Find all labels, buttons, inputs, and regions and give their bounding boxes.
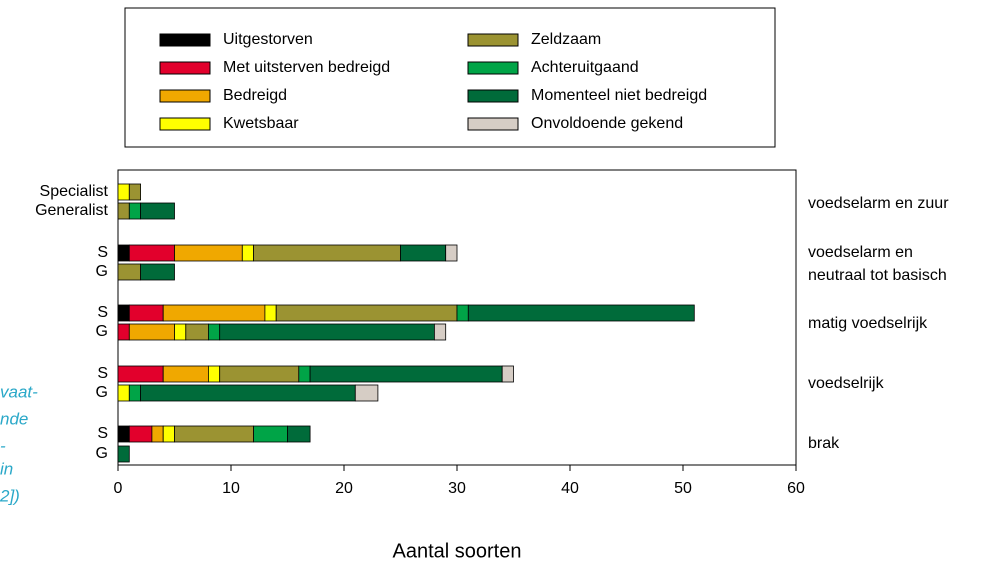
group-label: neutraal tot basisch	[808, 267, 947, 284]
legend-swatch	[159, 61, 211, 75]
bar-segment	[117, 183, 130, 201]
bar-segment	[174, 323, 187, 341]
legend-swatch	[467, 33, 519, 47]
x-tick-label: 10	[222, 480, 240, 497]
bar-segment	[162, 425, 175, 443]
x-axis-title: Aantal soorten	[393, 540, 522, 562]
y-tick-label: S	[97, 365, 108, 382]
legend-swatch	[467, 61, 519, 75]
bar-segment	[117, 304, 130, 322]
x-tick-label: 40	[561, 480, 579, 497]
y-tick-label: Generalist	[35, 202, 108, 219]
bar-segment	[264, 304, 277, 322]
bar-segment	[467, 304, 695, 322]
bar-segment	[117, 323, 130, 341]
bar-segment	[253, 244, 401, 262]
bar-segment	[128, 323, 175, 341]
bar-segment	[354, 384, 379, 402]
legend-label: Met uitsterven bedreigd	[223, 59, 390, 76]
bar-segment	[117, 244, 130, 262]
bar-segment	[219, 323, 435, 341]
bar-segment	[185, 323, 209, 341]
legend-box	[124, 7, 776, 148]
y-tick-label: S	[97, 304, 108, 321]
bar-segment	[117, 263, 142, 281]
bar-segment	[117, 365, 164, 383]
legend-swatch	[159, 117, 211, 131]
y-tick-label: G	[96, 445, 108, 462]
bar-segment	[162, 304, 266, 322]
bar-segment	[128, 183, 142, 201]
x-tick-label: 30	[448, 480, 466, 497]
bar-segment	[207, 323, 221, 341]
group-label: voedselarm en zuur	[808, 195, 949, 212]
y-tick-label: S	[97, 425, 108, 442]
group-label: matig voedselrijk	[808, 315, 928, 332]
x-tick-label: 20	[335, 480, 353, 497]
bar-segment	[140, 384, 356, 402]
bar-segment	[128, 304, 164, 322]
bar-segment	[117, 445, 130, 463]
side-note: -	[0, 436, 6, 455]
group-label: voedselrijk	[808, 375, 885, 392]
bar-segment	[151, 425, 164, 443]
group-label: brak	[808, 435, 840, 452]
y-tick-label: Specialist	[40, 183, 109, 200]
legend-label: Bedreigd	[223, 87, 287, 104]
bar-segment	[309, 365, 503, 383]
y-tick-label: S	[97, 244, 108, 261]
legend-label: Onvoldoende gekend	[531, 115, 683, 132]
bar-segment	[400, 244, 447, 262]
bar-segment	[162, 365, 209, 383]
bar-segment	[501, 365, 514, 383]
x-tick-label: 0	[114, 480, 123, 497]
legend-label: Achteruitgaand	[531, 59, 639, 76]
bar-segment	[128, 425, 153, 443]
bar-segment	[456, 304, 469, 322]
bar-segment	[128, 202, 142, 220]
x-tick-label: 60	[787, 480, 805, 497]
bar-segment	[140, 202, 175, 220]
legend-swatch	[159, 33, 211, 47]
bar-segment	[275, 304, 458, 322]
legend-label: Momenteel niet bedreigd	[531, 87, 707, 104]
bar-segment	[128, 384, 142, 402]
y-tick-label: G	[96, 323, 108, 340]
legend-swatch	[159, 89, 211, 103]
legend-label: Uitgestorven	[223, 31, 313, 48]
side-note: in	[0, 459, 13, 478]
bar-segment	[241, 244, 255, 262]
bar-segment	[117, 425, 130, 443]
bar-segment	[298, 365, 311, 383]
side-note: vaat-	[0, 382, 38, 401]
bar-segment	[207, 365, 221, 383]
bar-segment	[128, 244, 175, 262]
bar-segment	[287, 425, 311, 443]
group-label: voedselarm en	[808, 244, 913, 261]
legend-swatch	[467, 117, 519, 131]
bar-segment	[140, 263, 175, 281]
y-tick-label: G	[96, 263, 108, 280]
bar-segment	[117, 384, 130, 402]
y-tick-label: G	[96, 384, 108, 401]
side-note: nde	[0, 409, 28, 428]
bar-segment	[253, 425, 288, 443]
legend-label: Kwetsbaar	[223, 115, 299, 132]
bar-segment	[433, 323, 447, 341]
legend-swatch	[467, 89, 519, 103]
bar-segment	[174, 244, 243, 262]
bar-segment	[117, 202, 130, 220]
x-tick-label: 50	[674, 480, 692, 497]
side-note: 2])	[0, 486, 20, 505]
bar-segment	[219, 365, 300, 383]
bar-segment	[445, 244, 458, 262]
bar-segment	[174, 425, 254, 443]
legend-label: Zeldzaam	[531, 31, 601, 48]
